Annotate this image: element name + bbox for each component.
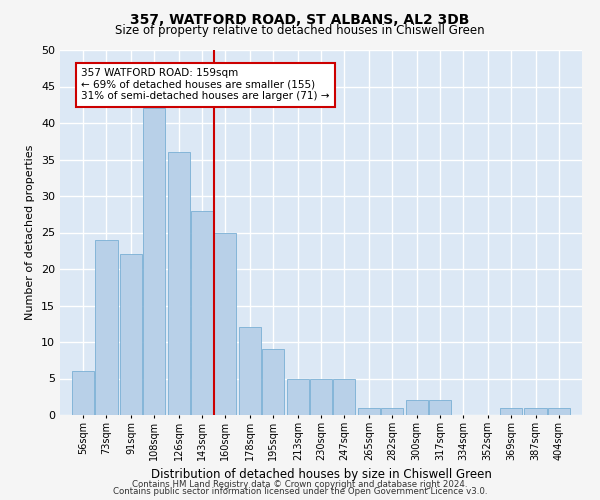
Bar xyxy=(429,400,451,415)
Text: Contains public sector information licensed under the Open Government Licence v3: Contains public sector information licen… xyxy=(113,488,487,496)
Text: 357 WATFORD ROAD: 159sqm
← 69% of detached houses are smaller (155)
31% of semi-: 357 WATFORD ROAD: 159sqm ← 69% of detach… xyxy=(81,68,329,102)
Bar xyxy=(381,408,403,415)
Bar xyxy=(333,378,355,415)
Bar xyxy=(262,350,284,415)
Text: 357, WATFORD ROAD, ST ALBANS, AL2 3DB: 357, WATFORD ROAD, ST ALBANS, AL2 3DB xyxy=(130,12,470,26)
Bar xyxy=(72,371,94,415)
Bar xyxy=(358,408,380,415)
Bar xyxy=(95,240,118,415)
Bar xyxy=(524,408,547,415)
Bar xyxy=(120,254,142,415)
Bar xyxy=(310,378,332,415)
Bar xyxy=(191,210,213,415)
Y-axis label: Number of detached properties: Number of detached properties xyxy=(25,145,35,320)
Bar xyxy=(143,108,166,415)
X-axis label: Distribution of detached houses by size in Chiswell Green: Distribution of detached houses by size … xyxy=(151,468,491,481)
Bar xyxy=(239,328,261,415)
Bar xyxy=(500,408,522,415)
Bar xyxy=(548,408,570,415)
Text: Size of property relative to detached houses in Chiswell Green: Size of property relative to detached ho… xyxy=(115,24,485,37)
Bar xyxy=(287,378,309,415)
Bar xyxy=(214,232,236,415)
Bar xyxy=(406,400,428,415)
Text: Contains HM Land Registry data © Crown copyright and database right 2024.: Contains HM Land Registry data © Crown c… xyxy=(132,480,468,489)
Bar xyxy=(168,152,190,415)
